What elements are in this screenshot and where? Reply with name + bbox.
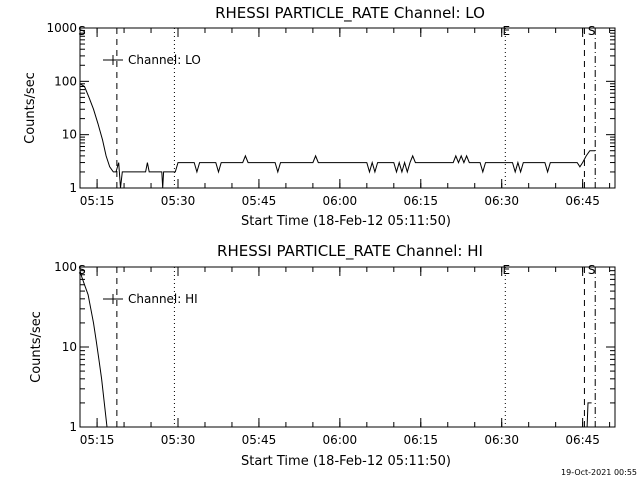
- panel-hi-xtick-label-1: 05:30: [161, 433, 196, 447]
- panel-hi-xtick-label-4: 06:15: [403, 433, 438, 447]
- panel-lo-title: RHESSI PARTICLE_RATE Channel: LO: [215, 4, 485, 23]
- panel-hi-ylabel: Counts/sec: [29, 311, 44, 383]
- panel-lo-xtick-label-3: 06:00: [323, 194, 358, 208]
- panel-hi-xtick-label-3: 06:00: [323, 433, 358, 447]
- panel-lo-marker-label-0: S: [78, 24, 86, 38]
- panel-hi-xtick-label-6: 06:45: [565, 433, 600, 447]
- panel-hi-y-axis: 1 10 100: [54, 260, 615, 434]
- panel-lo-legend: Channel: LO: [103, 53, 201, 67]
- panel-hi-xtick-label-2: 05:45: [242, 433, 277, 447]
- panel-hi-xtick-label-0: 05:15: [80, 433, 115, 447]
- panel-lo-ytick-label-0: 1: [69, 181, 77, 195]
- panel-lo-marker-label-5: S: [588, 24, 596, 38]
- panel-hi-xtick-label-5: 06:30: [484, 433, 519, 447]
- footer-timestamp: 19-Oct-2021 00:55: [561, 468, 637, 477]
- panel-lo-legend-label: Channel: LO: [128, 53, 201, 67]
- panel-lo-xtick-label-6: 06:45: [565, 194, 600, 208]
- panel-hi-ytick-label-2: 100: [54, 260, 77, 274]
- panel-lo-xtick-label-2: 05:45: [242, 194, 277, 208]
- panel-hi-ytick-label-0: 1: [69, 420, 77, 434]
- panel-lo-ylabel: Counts/sec: [23, 72, 38, 144]
- panel-lo-xtick-label-4: 06:15: [403, 194, 438, 208]
- panel-lo-x-axis: 05:15 05:30 05:45 06:00 06:15 06:30 06:45: [80, 28, 611, 208]
- panel-lo: RHESSI PARTICLE_RATE Channel: LO Start T…: [23, 4, 616, 229]
- panel-lo-series-line-0: [79, 83, 596, 189]
- panel-lo-y-axis: 1 10 100 1000: [46, 21, 615, 195]
- panel-hi-series-line-0: [79, 270, 108, 428]
- panel-hi-ytick-label-1: 10: [62, 340, 77, 354]
- panel-hi: RHESSI PARTICLE_RATE Channel: HI Start T…: [29, 242, 616, 469]
- panel-lo-xtick-label-5: 06:30: [484, 194, 519, 208]
- panel-hi-xlabel: Start Time (18-Feb-12 05:11:50): [241, 454, 451, 469]
- panel-lo-series: [79, 83, 596, 189]
- panel-hi-series-line-1: [586, 402, 592, 428]
- panel-hi-marker-label-3: E: [503, 263, 511, 277]
- panel-lo-marker-label-3: E: [503, 24, 511, 38]
- panel-hi-series: [79, 270, 592, 428]
- panel-lo-ytick-label-1: 10: [62, 128, 77, 142]
- panel-lo-xtick-label-1: 05:30: [161, 194, 196, 208]
- panel-hi-marker-label-5: S: [588, 263, 596, 277]
- panel-lo-xtick-label-0: 05:15: [80, 194, 115, 208]
- panel-hi-frame: [79, 266, 616, 428]
- panel-hi-x-axis: 05:15 05:30 05:45 06:00 06:15 06:30 06:45: [80, 267, 611, 447]
- panel-lo-frame: [79, 27, 616, 189]
- panel-lo-xlabel: Start Time (18-Feb-12 05:11:50): [241, 214, 451, 229]
- panel-lo-ytick-label-2: 100: [54, 74, 77, 88]
- panel-hi-title: RHESSI PARTICLE_RATE Channel: HI: [217, 242, 483, 261]
- panel-hi-legend: Channel: HI: [103, 292, 198, 306]
- panel-hi-marker-label-0: S: [78, 263, 86, 277]
- panel-hi-legend-label: Channel: HI: [128, 292, 198, 306]
- panel-lo-ytick-label-3: 1000: [46, 21, 77, 35]
